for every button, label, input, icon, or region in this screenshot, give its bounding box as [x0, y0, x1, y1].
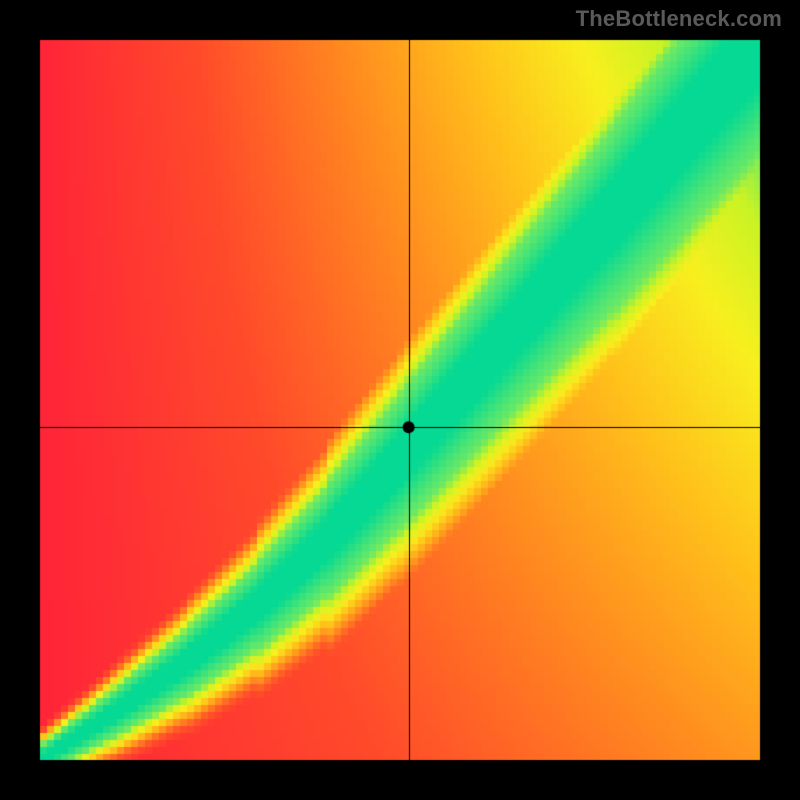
chart-frame: { "watermark": { "text": "TheBottleneck.…	[0, 0, 800, 800]
heatmap-canvas	[0, 0, 800, 800]
watermark-text: TheBottleneck.com	[576, 6, 782, 32]
